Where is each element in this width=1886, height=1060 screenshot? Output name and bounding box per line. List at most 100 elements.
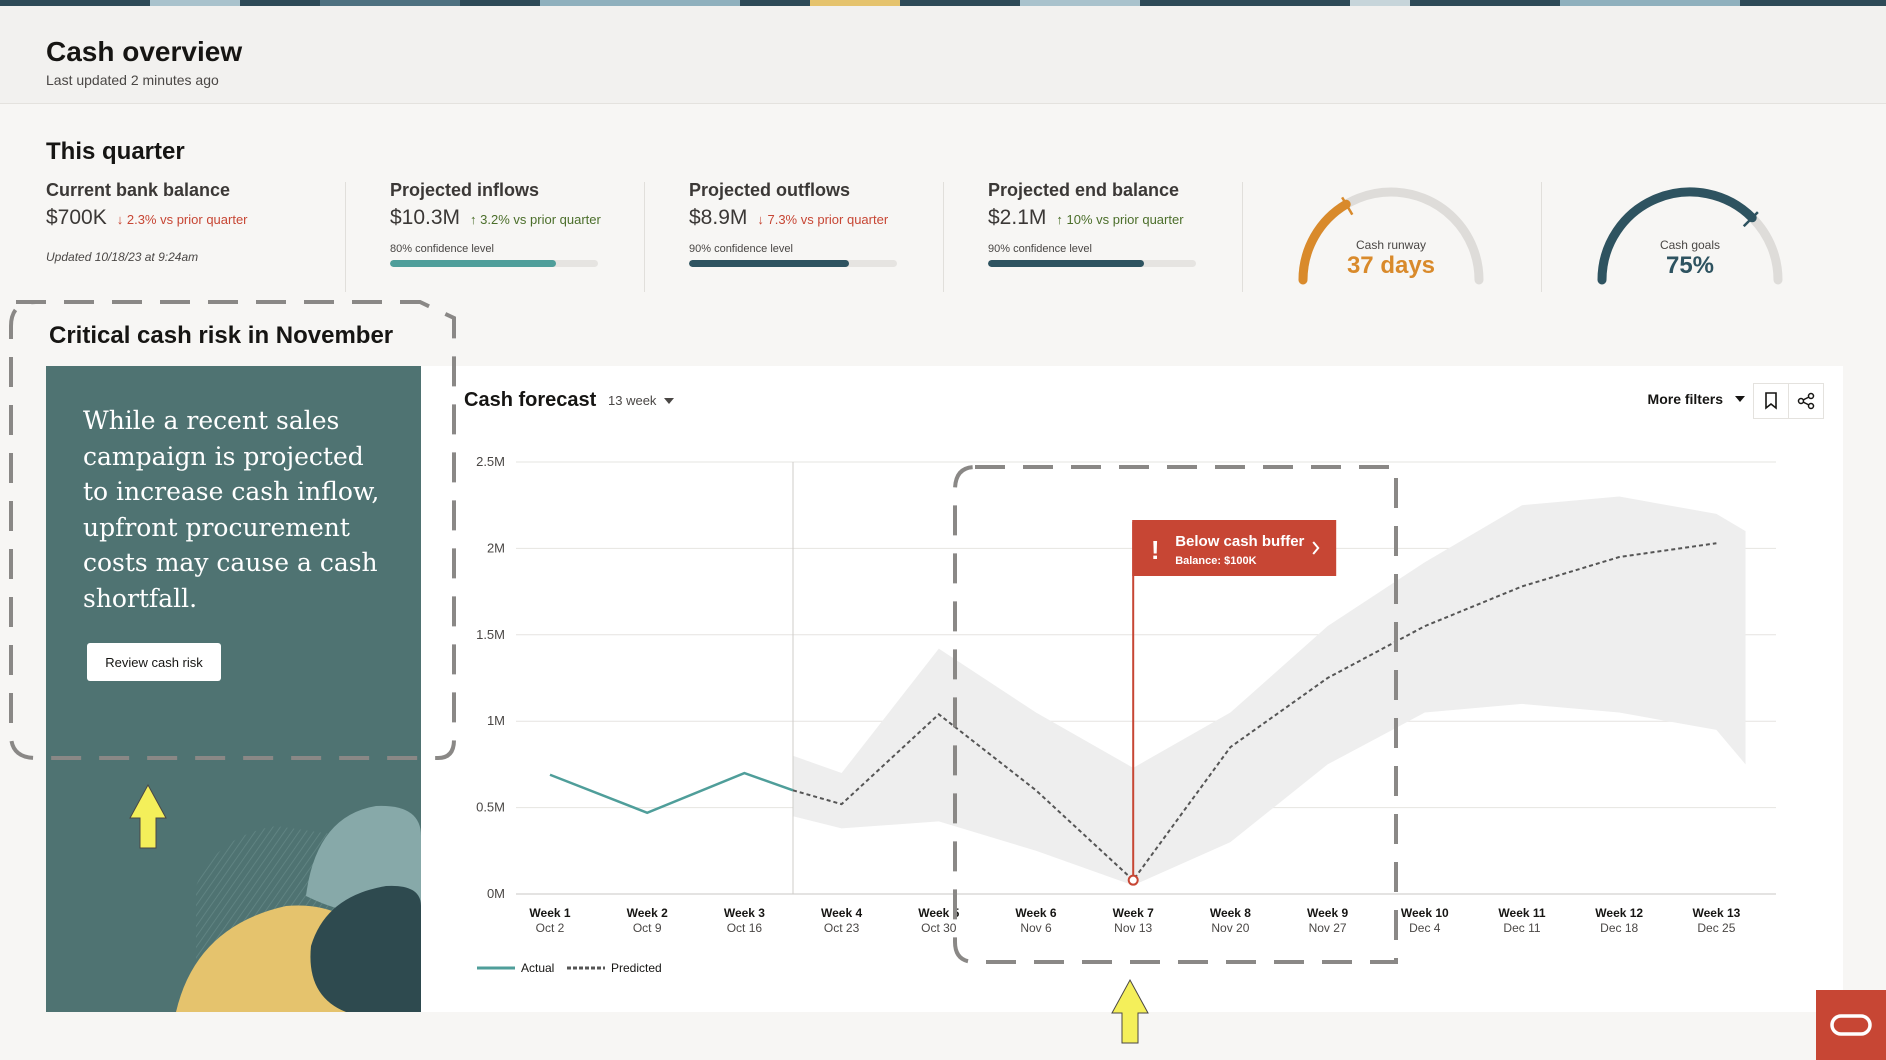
confidence-bar [689,260,897,267]
x-tick-week: Week 4 [821,906,862,920]
bookmark-icon [1765,392,1777,410]
y-tick-label: 2.5M [476,454,505,469]
cash-forecast-chart: 0M 0.5M 1M 1.5M 2M 2.5M ! Below cash buffer Bala… [476,454,1776,975]
metric-divider [1541,182,1542,292]
cash-forecast-card: 0M 0.5M 1M 1.5M 2M 2.5M ! Below cash buffer Bala… [421,366,1843,1012]
y-tick-label: 2M [487,540,505,555]
confidence-bar [390,260,598,267]
x-tick-date: Dec 18 [1600,921,1638,935]
risk-callout-panel: While a recent sales campaign is project… [46,366,421,1012]
metric-divider [644,182,645,292]
more-filters-label: More filters [1647,391,1723,407]
gauge-value: 37 days [1346,252,1436,279]
alert-point[interactable] [1127,874,1139,886]
x-tick-date: Nov 13 [1114,921,1152,935]
x-tick-week: Week 8 [1210,906,1251,920]
x-tick-week: Week 5 [918,906,959,920]
confidence-label: 90% confidence level [689,243,793,255]
metric-value: $8.9M [689,206,748,229]
runway-gauge-arc [1298,187,1484,285]
gauge-marker [1742,211,1759,228]
metric-divider [1242,182,1243,292]
x-tick-date: Dec 4 [1409,921,1441,935]
x-tick-date: Dec 25 [1697,921,1735,935]
outflows-metric: Projected outflows $8.9M ↓ 7.3% vs prior… [689,180,897,267]
metric-value: $2.1M [988,206,1047,229]
cash-goals-gauge: Cash goals 75% [1585,178,1795,288]
metric-value: $700K [46,206,107,229]
gauge-label: Cash runway [1355,238,1427,252]
metric-label: Projected inflows [390,180,540,200]
alert-subtitle: Balance: $100K [1175,555,1256,567]
x-tick-date: Dec 11 [1503,921,1540,935]
x-tick-week: Week 13 [1692,906,1740,920]
risk-section-title: Critical cash risk in November [49,322,394,349]
gauge-fill [1298,199,1351,285]
x-tick-week: Week 9 [1307,906,1348,920]
confidence-bar-fill [390,260,557,267]
metric-delta: ↓ 7.3% vs prior quarter [757,212,889,227]
x-tick-week: Week 11 [1498,906,1545,920]
oracle-logo-badge[interactable] [1816,990,1886,1060]
decorative-pattern-strip [0,0,1886,6]
gauge-value: 75% [1665,252,1715,279]
bank-balance-metric: Current bank balance $700K ↓ 2.3% vs pri… [46,180,248,264]
x-tick-date: Nov 27 [1309,921,1347,935]
confidence-label: 80% confidence level [390,243,494,255]
metric-label: Current bank balance [46,180,231,200]
x-tick-date: Oct 16 [727,921,763,935]
below-buffer-alert-flag[interactable]: ! Below cash buffer Balance: $100K [1132,520,1337,576]
period-select[interactable]: 13 week [608,393,675,408]
x-tick-date: Oct 9 [633,921,662,935]
x-tick-week: Week 3 [724,906,765,920]
legend-label-predicted: Predicted [611,961,662,975]
legend-label-actual: Actual [521,961,554,975]
bookmark-button[interactable] [1753,383,1789,419]
metric-delta: ↑ 10% vs prior quarter [1056,212,1184,227]
page-title: Cash overview [46,36,243,67]
decorative-illustration [176,805,421,1012]
confidence-bar-fill [689,260,850,267]
chevron-down-icon [664,397,675,404]
chart-legend: Actual Predicted [477,961,662,975]
review-cash-risk-button[interactable]: Review cash risk [87,643,221,681]
confidence-label: 90% confidence level [988,243,1092,255]
y-tick-label: 0M [487,886,505,901]
confidence-bar [988,260,1196,267]
metric-value: $10.3M [390,206,461,229]
x-tick-week: Week 1 [529,906,570,920]
metric-delta: ↓ 2.3% vs prior quarter [116,212,248,227]
x-tick-week: Week 10 [1401,906,1449,920]
inflows-metric: Projected inflows $10.3M ↑ 3.2% vs prior… [390,180,601,267]
gauge-marker [1341,196,1354,216]
x-tick-week: Week 12 [1595,906,1643,920]
goals-gauge-arc [1597,187,1783,285]
gauge-label: Cash goals [1659,238,1721,252]
y-tick-label: 1M [487,713,505,728]
last-updated-text: Last updated 2 minutes ago [46,72,219,88]
x-tick-date: Oct 30 [921,921,957,935]
cash-runway-gauge: Cash runway 37 days [1286,178,1496,288]
more-filters-button[interactable]: More filters [1648,391,1745,407]
metric-divider [943,182,944,292]
balance-updated-note: Updated 10/18/23 at 9:24am [46,250,199,264]
oracle-logo-icon [1830,1014,1872,1036]
actual-series-line [549,771,794,815]
metric-divider [345,182,346,292]
x-tick-week: Week 2 [627,906,668,920]
metric-label: Projected outflows [689,180,851,200]
period-select-value: 13 week [608,393,657,408]
gauge-fill [1597,187,1757,285]
end-balance-metric: Projected end balance $2.1M ↑ 10% vs pri… [988,180,1196,267]
risk-message: While a recent sales campaign is project… [83,406,380,613]
alert-exclamation-icon: ! [1151,535,1160,565]
y-tick-label: 1.5M [476,627,505,642]
metric-delta: ↑ 3.2% vs prior quarter [470,212,601,227]
x-tick-date: Nov 6 [1020,921,1052,935]
confidence-bar-fill [988,260,1144,267]
x-tick-date: Oct 23 [824,921,860,935]
share-button[interactable] [1788,383,1824,419]
y-tick-label: 0.5M [476,800,505,815]
chevron-down-icon [1735,396,1745,402]
x-tick-date: Nov 20 [1211,921,1249,935]
